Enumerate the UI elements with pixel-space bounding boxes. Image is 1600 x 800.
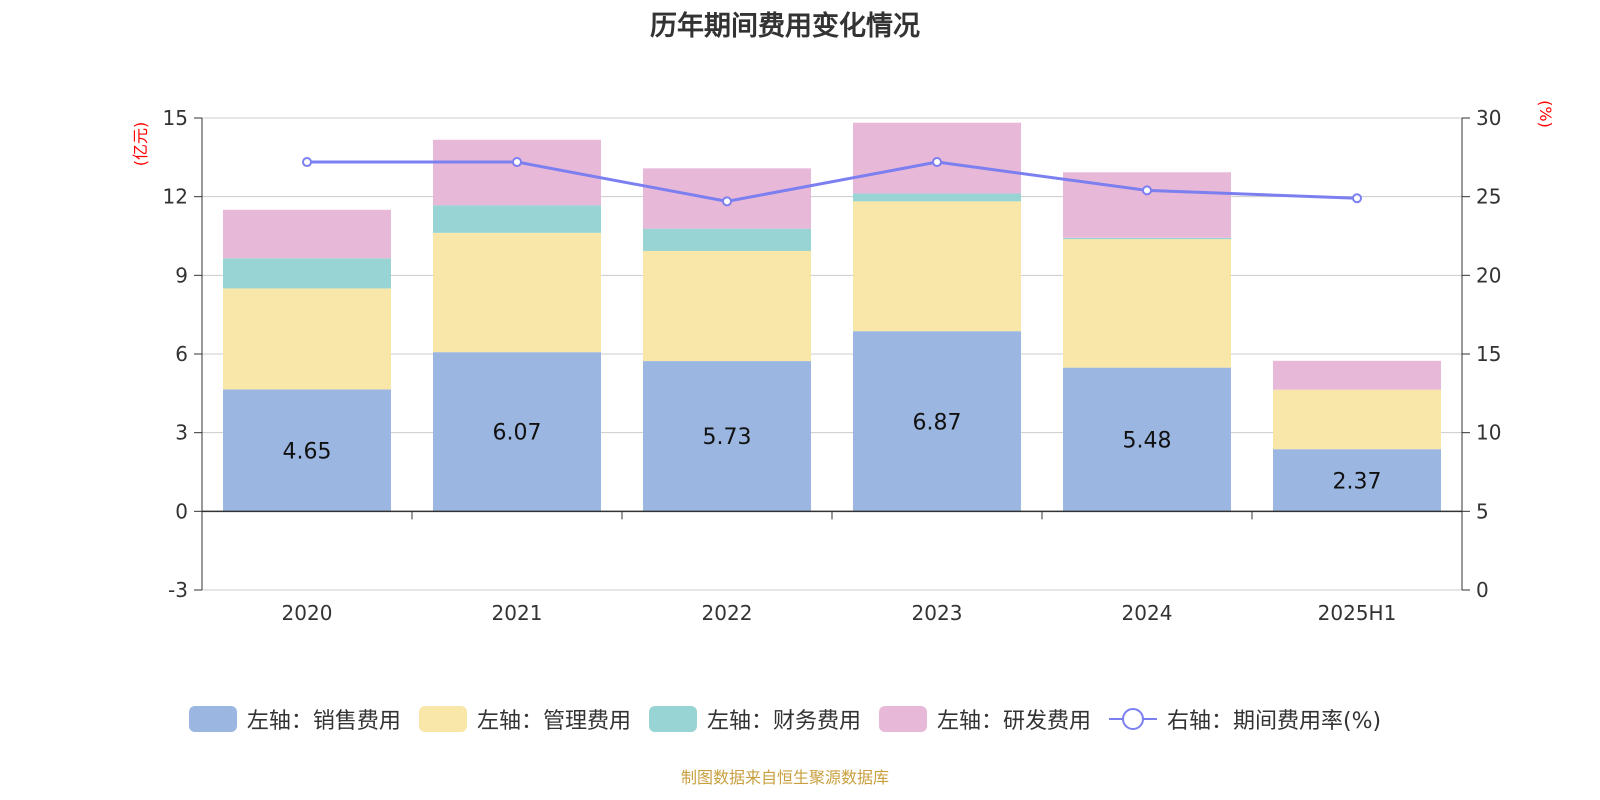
bar-segment [223,209,391,259]
legend-label: 右轴：期间费用率(%) [1166,709,1382,734]
legend-item[interactable]: 左轴：财务费用 [648,703,861,735]
right-axis-unit: (%) [1536,100,1555,128]
bar-segment [853,331,1021,512]
category-label: 2025H1 [1318,601,1397,625]
right-tick-label: 15 [1476,342,1501,366]
bar-segment [433,352,601,512]
left-tick-label: -3 [168,578,188,602]
left-tick-label: 6 [175,342,188,366]
bar-segment [1273,360,1441,390]
legend-item[interactable]: 左轴：研发费用 [878,703,1091,735]
legend-item[interactable]: 左轴：销售费用 [188,703,401,735]
legend-item[interactable]: 右轴：期间费用率(%) [1108,703,1382,735]
left-tick-label: 9 [175,263,188,287]
category-label: 2020 [282,601,333,625]
bar-segment [433,232,601,353]
left-axis-unit: (亿元) [131,122,150,167]
category-label: 2021 [492,601,543,625]
right-tick-label: 25 [1476,185,1501,209]
labels-layer: 4.65 6.07 5.73 6.87 5.48 2.37 [283,410,1382,494]
bar-segment [643,228,811,251]
right-tick-label: 20 [1476,263,1501,287]
rate-point [1352,193,1362,204]
legend-swatch [878,706,927,732]
rate-point [302,157,312,168]
bar-data-label: 6.07 [493,421,542,446]
right-tick-label: 30 [1476,106,1501,130]
bar-segment [1063,239,1231,368]
source-note: 制图数据来自恒生聚源数据库 [680,768,889,787]
bar-data-label: 5.48 [1123,428,1172,453]
bars-layer [223,122,1441,512]
right-tick-label: 10 [1476,421,1501,445]
legend-swatch [418,706,467,732]
bar-segment [1063,367,1231,512]
bar-segment [223,389,391,512]
bar-segment [223,258,391,289]
legend-swatch [648,706,697,732]
bar-segment [853,201,1021,332]
legend: 左轴：销售费用 左轴：管理费用 左轴：财务费用 左轴：研发费用 右轴：期间费用率(%) [0,703,1570,735]
rate-point [722,196,732,207]
rate-point [1142,185,1152,196]
left-tick-label: 12 [163,185,188,209]
legend-swatch [188,706,237,732]
axes-layer: -3 0 3 6 9 12 15 0 5 10 15 20 25 30 2020 2021 2022 2023 20… [131,100,1555,625]
legend-line-marker [1108,708,1157,730]
bar-data-label: 4.65 [283,439,332,464]
bar-segment [433,205,601,233]
legend-label: 左轴：销售费用 [246,709,401,734]
category-label: 2024 [1122,601,1173,625]
bar-segment [643,361,811,512]
right-tick-label: 5 [1476,499,1489,523]
bar-segment [1273,449,1441,512]
category-label: 2022 [702,601,753,625]
left-tick-label: 0 [175,499,188,523]
bar-segment [853,193,1021,202]
chart-title: 历年期间费用变化情况 [650,11,920,42]
left-tick-label: 15 [163,106,188,130]
legend-label: 左轴：研发费用 [936,709,1091,734]
bar-data-label: 6.87 [913,410,962,435]
bar-segment [1273,389,1441,450]
bar-data-label: 5.73 [703,425,752,450]
legend-label: 左轴：管理费用 [476,709,631,734]
bar-segment [1063,237,1231,240]
bar-segment [643,250,811,362]
rate-point [512,157,522,168]
rate-line [307,160,1358,203]
rate-point [932,157,942,168]
bar-segment [223,288,391,390]
bar-data-label: 2.37 [1333,469,1382,494]
legend-label: 左轴：财务费用 [706,709,861,734]
right-tick-label: 0 [1476,578,1489,602]
legend-item[interactable]: 左轴：管理费用 [418,703,631,735]
line-layer [302,157,1362,207]
category-label: 2023 [912,601,963,625]
left-tick-label: 3 [175,421,188,445]
legend-circle-icon [1121,708,1144,730]
